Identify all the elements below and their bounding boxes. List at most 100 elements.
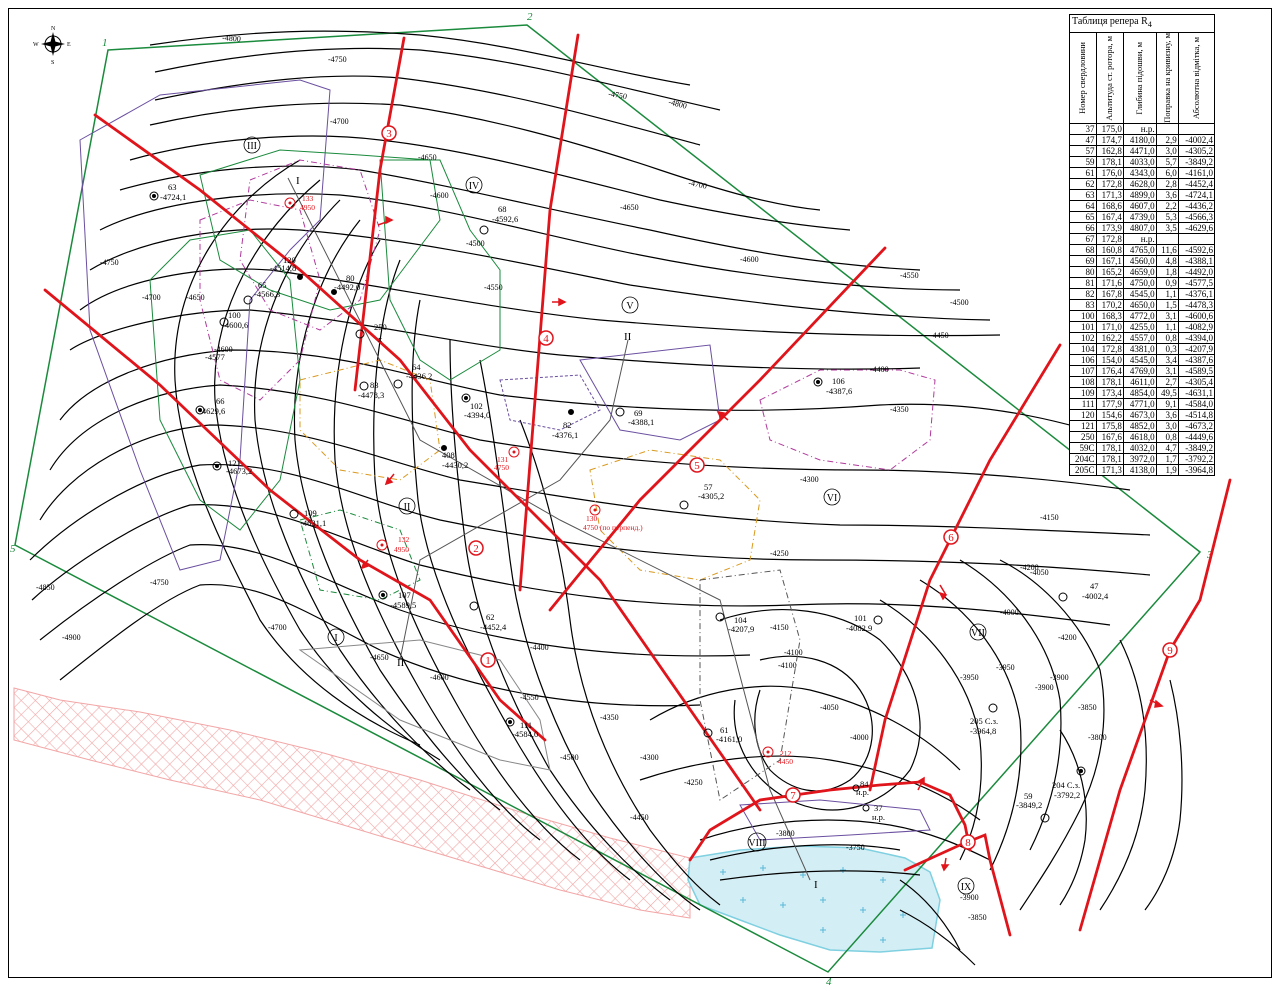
boundary-vertex-labels: 1 2 3 4 5 (10, 11, 1213, 986)
table-cell: -4436,2 (1177, 199, 1216, 212)
well-depth: -4436,2 (406, 371, 432, 381)
table-cell: 4659,0 (1122, 265, 1157, 278)
table-row: 59С 178,1 4032,0 4,7 -3849,2 (1069, 441, 1216, 454)
well-number: 57 (704, 482, 713, 492)
table-cell: 4854,0 (1122, 386, 1157, 399)
contour-label: -4250 (770, 549, 789, 558)
benchmark-table: Таблиця репера R4 Номер свердловини Альт… (1069, 14, 1216, 476)
well-depth: -4452,4 (480, 622, 507, 632)
contour-label: -4200 (1058, 633, 1077, 642)
table-cell: -4514,8 (1177, 408, 1216, 421)
table-row: 63 171,3 4899,0 3,6 -4724,1 (1069, 188, 1216, 201)
well-number: 408 (442, 450, 455, 460)
table-cell: 4772,0 (1122, 309, 1157, 322)
table-row: 120 154,6 4673,0 3,6 -4514,8 (1069, 408, 1216, 421)
table-cell: 171,3 (1095, 188, 1124, 201)
table-cell: -4449,6 (1177, 430, 1216, 443)
table-cell: -3849,2 (1177, 155, 1216, 168)
table-cell: 162,8 (1095, 144, 1124, 157)
table-cell (1155, 122, 1179, 135)
table-cell: 250 (1069, 430, 1097, 443)
table-cell: 0,3 (1155, 342, 1179, 355)
table-row: 101 171,0 4255,0 1,1 -4082,9 (1069, 320, 1216, 333)
table-cell: -4394,0 (1177, 331, 1216, 344)
well-number: 111 (520, 720, 532, 730)
table-cell: 83 (1069, 298, 1097, 311)
table-cell: 168,3 (1095, 309, 1124, 322)
well-number: 204 С.з. (1052, 780, 1080, 790)
table-cell: 4739,0 (1122, 210, 1157, 223)
well-depth: -4592,6 (492, 214, 518, 224)
table-cell: 167,8 (1095, 287, 1124, 300)
contour-label: -4750 (100, 258, 119, 267)
table-cell: 4899,0 (1122, 188, 1157, 201)
table-row: 100 168,3 4772,0 3,1 -4600,6 (1069, 309, 1216, 322)
table-cell: 37 (1069, 122, 1097, 135)
contour-label: -4450 (630, 813, 649, 822)
table-cell: -4492,0 (1177, 265, 1216, 278)
contour-label: -4600 (430, 191, 449, 200)
contour-label: -4300 (640, 753, 659, 762)
table-cell: 172,8 (1095, 232, 1124, 245)
table-cell: 2,7 (1155, 375, 1179, 388)
well-depth: -3792,2 (1054, 790, 1080, 800)
table-cell: 4255,0 (1122, 320, 1157, 333)
well-number: 59 (1024, 791, 1033, 801)
contour-lines (29, 30, 1183, 966)
table-cell: 11,6 (1155, 243, 1179, 256)
vertex-label: 3 (1206, 549, 1213, 561)
table-cell: 81 (1069, 276, 1097, 289)
hatched-zone (13, 687, 691, 919)
table-cell: 82 (1069, 287, 1097, 300)
table-cell: 0,8 (1155, 430, 1179, 443)
salt-crosses (720, 865, 906, 943)
table-cell: -4566,3 (1177, 210, 1216, 223)
table-cell: 69 (1069, 254, 1097, 267)
well-labels: 63-4724,1 68-4592,6 120-4514,8 80-4492,0… (160, 182, 1109, 822)
contour-label: -4500 (466, 239, 485, 248)
well-depth: -4387,6 (826, 386, 852, 396)
table-cell: 173,4 (1095, 386, 1124, 399)
well-depth: н.р. (856, 787, 869, 797)
projected-well-depth: 4950 (300, 203, 315, 212)
table-cell: 4545,0 (1122, 353, 1157, 366)
contour-label: -4100 (778, 661, 797, 670)
well-depth: -4584,0 (512, 729, 538, 739)
well-number: -4577 (205, 352, 225, 362)
well-number: 100 (228, 310, 241, 320)
well-number: 104 (734, 615, 748, 625)
table-cell: -4577,5 (1177, 276, 1216, 289)
table-cell: 2,9 (1155, 133, 1179, 146)
well-depth: -3964,8 (970, 726, 996, 736)
contour-label: -3800 (776, 829, 795, 838)
contour-label: -4800 (667, 97, 687, 111)
table-cell: 68 (1069, 243, 1097, 256)
table-cell: -4589,5 (1177, 364, 1216, 377)
table-cell: 172,8 (1095, 177, 1124, 190)
table-cell: -4452,4 (1177, 177, 1216, 190)
table-cell: 1,1 (1155, 287, 1179, 300)
table-cell: 4765,0 (1122, 243, 1157, 256)
table-caption: Таблиця репера R4 (1069, 14, 1215, 33)
contour-label: -4450 (930, 331, 949, 340)
section-label: I (814, 879, 818, 891)
table-cell: 104 (1069, 342, 1097, 355)
contour-label: -4350 (600, 713, 619, 722)
block-label: V (626, 301, 634, 312)
contour-label: -4650 (620, 203, 639, 212)
contour-label: -3900 (960, 893, 979, 902)
table-row: 121 175,8 4852,0 3,0 -4673,2 (1069, 419, 1216, 432)
projected-well-number: 131 (497, 455, 509, 464)
table-row: 47 174,7 4180,0 2,9 -4002,4 (1069, 133, 1216, 146)
table-cell: 3,0 (1155, 419, 1179, 432)
table-cell: 177,9 (1095, 397, 1124, 410)
table-cell: 101 (1069, 320, 1097, 333)
projected-well-number: 132 (398, 535, 410, 544)
table-cell: 3,4 (1155, 353, 1179, 366)
table-cell: -4305,2 (1177, 144, 1216, 157)
table-cell: -4592,6 (1177, 243, 1216, 256)
table-cell: 1,9 (1155, 463, 1179, 476)
block-label: IV (469, 181, 480, 192)
well-number: 61 (720, 725, 729, 735)
well-depth: -4161,0 (716, 734, 742, 744)
